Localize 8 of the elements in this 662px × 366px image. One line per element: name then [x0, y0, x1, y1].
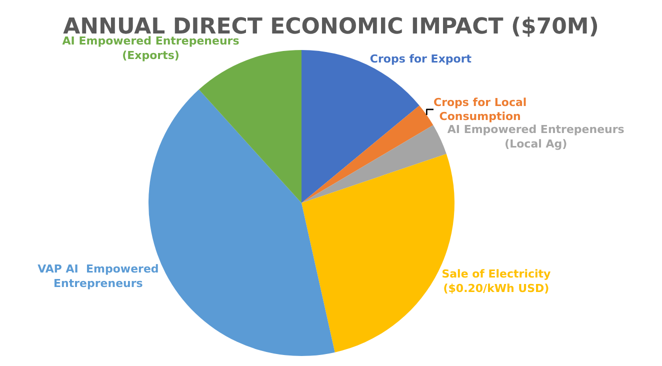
pie-slice [302, 125, 446, 203]
pie-slice [302, 105, 434, 203]
slice-label: AI Empowered Entrepeneurs (Local Ag) [447, 123, 625, 150]
pie-slice [198, 50, 302, 203]
slice-label: Crops for Local Consumption [434, 96, 527, 124]
slice-label: Sale of Electricity ($0.20/kWh USD) [442, 268, 551, 295]
slice-label: Crops for Export [370, 52, 472, 66]
slice-label: VAP AI Empowered Entrepreneurs [38, 262, 159, 290]
